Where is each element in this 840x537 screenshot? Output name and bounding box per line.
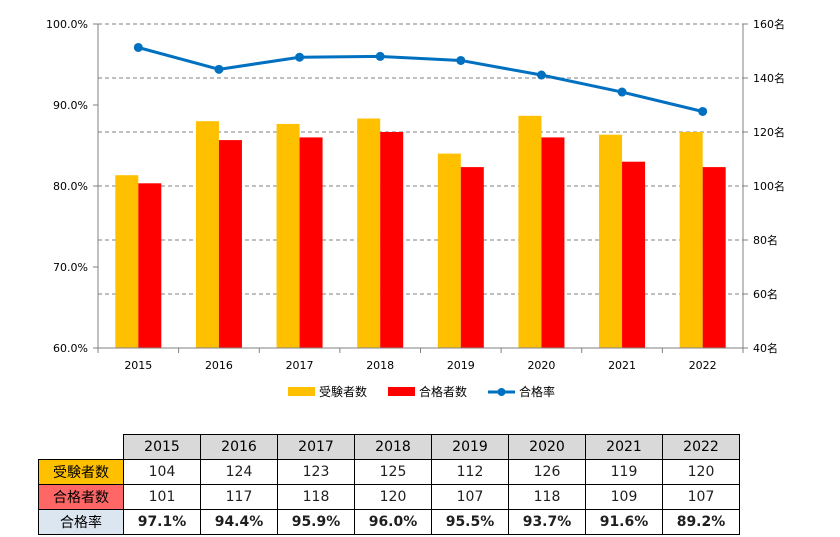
table-cell: 123 <box>277 459 355 485</box>
table-cell: 93.7% <box>508 509 586 535</box>
x-tick-label: 2018 <box>366 359 394 372</box>
rate-point <box>375 51 385 61</box>
table-year-header: 2022 <box>662 434 740 460</box>
x-tick-label: 2016 <box>205 359 233 372</box>
table-cell: 107 <box>431 484 509 510</box>
right-tick-label: 140名 <box>753 71 785 85</box>
rate-line <box>133 42 708 116</box>
table-row-label: 合格率 <box>38 509 124 535</box>
bar-examinees <box>115 175 139 348</box>
table-cell: 112 <box>431 459 509 485</box>
x-tick-label: 2015 <box>124 359 152 372</box>
bar-examinees <box>276 123 300 349</box>
data-table: 2015 2016 2017 2018 2019 2020 2021 2022 … <box>38 434 740 535</box>
bar-passers <box>460 167 484 348</box>
table-cell: 120 <box>354 484 432 510</box>
table-cell: 119 <box>585 459 663 485</box>
legend-label-rate: 合格率 <box>519 384 555 399</box>
table-header-row: 2015 2016 2017 2018 2019 2020 2021 2022 <box>38 434 740 460</box>
legend-swatch-passers <box>388 387 415 396</box>
rate-series-line <box>137 46 704 113</box>
table-cell: 118 <box>508 484 586 510</box>
left-tick-label: 100.0% <box>46 18 88 31</box>
axes <box>93 23 748 353</box>
bar-examinees <box>679 132 703 348</box>
table-cell: 125 <box>354 459 432 485</box>
bar-passers <box>702 167 726 348</box>
table-year-header: 2016 <box>200 434 278 460</box>
bar-passers <box>622 161 646 348</box>
tick-labels: 60.0% 70.0% 80.0% 90.0% 100.0% 40名 60名 80名 100名 1… <box>46 17 785 372</box>
table-row-label: 受験者数 <box>38 459 124 485</box>
left-tick-label: 70.0% <box>53 261 88 274</box>
table-year-header: 2019 <box>431 434 509 460</box>
x-tick-label: 2022 <box>689 359 717 372</box>
rate-point <box>617 87 627 97</box>
table-cell: 95.9% <box>277 509 355 535</box>
table-cell: 104 <box>123 459 201 485</box>
left-tick-label: 90.0% <box>53 99 88 112</box>
table-row-examinees: 受験者数 104 124 123 125 112 126 119 120 <box>38 459 740 485</box>
right-tick-label: 120名 <box>753 125 785 139</box>
rate-point <box>456 55 466 65</box>
table-year-header: 2017 <box>277 434 355 460</box>
bar-examinees <box>518 115 542 348</box>
bar-examinees <box>437 153 461 348</box>
bars <box>115 115 726 349</box>
table-cell: 89.2% <box>662 509 740 535</box>
bar-passers <box>218 140 242 348</box>
table-cell: 117 <box>200 484 278 510</box>
table-year-header: 2018 <box>354 434 432 460</box>
legend-swatch-examinees <box>288 387 315 396</box>
legend-marker-rate <box>497 388 506 396</box>
table-year-header: 2015 <box>123 434 201 460</box>
rate-point <box>295 52 305 62</box>
bar-examinees <box>357 118 381 348</box>
table-cell: 118 <box>277 484 355 510</box>
left-tick-label: 80.0% <box>53 180 88 193</box>
rate-point <box>133 42 143 52</box>
table-row-pass-rate: 合格率 97.1% 94.4% 95.9% 96.0% 95.5% 93.7% … <box>38 509 740 535</box>
legend-label-examinees: 受験者数 <box>319 384 367 399</box>
bar-passers <box>299 137 323 348</box>
bar-passers <box>541 137 565 348</box>
rate-point <box>698 106 708 116</box>
x-tick-label: 2021 <box>608 359 636 372</box>
table-cell: 91.6% <box>585 509 663 535</box>
table-cell: 96.0% <box>354 509 432 535</box>
legend: 受験者数 合格者数 合格率 <box>288 384 555 399</box>
gridlines <box>98 23 743 295</box>
bar-passers <box>380 132 404 348</box>
table-year-header: 2020 <box>508 434 586 460</box>
bar-passers <box>138 183 162 348</box>
table-year-header: 2021 <box>585 434 663 460</box>
table-cell: 107 <box>662 484 740 510</box>
x-tick-label: 2020 <box>527 359 555 372</box>
table-corner <box>38 434 124 460</box>
table-cell: 126 <box>508 459 586 485</box>
table-row-label: 合格者数 <box>38 484 124 510</box>
table-cell: 95.5% <box>431 509 509 535</box>
x-tick-label: 2017 <box>286 359 314 372</box>
table-cell: 94.4% <box>200 509 278 535</box>
right-tick-label: 60名 <box>753 287 778 301</box>
x-tick-label: 2019 <box>447 359 475 372</box>
table-cell: 120 <box>662 459 740 485</box>
left-tick-label: 60.0% <box>53 342 88 355</box>
rate-point <box>214 64 224 74</box>
legend-label-passers: 合格者数 <box>419 384 467 399</box>
right-tick-label: 80名 <box>753 233 778 247</box>
table-cell: 101 <box>123 484 201 510</box>
table-cell: 124 <box>200 459 278 485</box>
bar-examinees <box>195 121 219 348</box>
right-tick-label: 100名 <box>753 179 785 193</box>
right-tick-label: 40名 <box>753 341 778 355</box>
rate-point <box>536 70 546 80</box>
right-tick-label: 160名 <box>753 17 785 31</box>
table-cell: 97.1% <box>123 509 201 535</box>
table-row-passers: 合格者数 101 117 118 120 107 118 109 107 <box>38 484 740 510</box>
combo-chart: 60.0% 70.0% 80.0% 90.0% 100.0% 40名 60名 80名 100名 1… <box>46 17 785 399</box>
table-cell: 109 <box>585 484 663 510</box>
bar-examinees <box>599 134 623 348</box>
